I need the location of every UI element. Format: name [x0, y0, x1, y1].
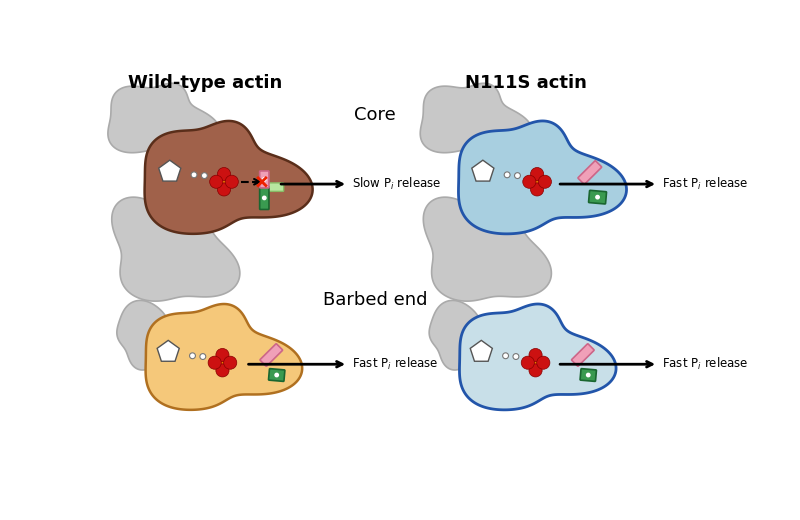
FancyBboxPatch shape	[269, 369, 285, 381]
Circle shape	[529, 348, 542, 361]
Circle shape	[596, 196, 599, 199]
Circle shape	[275, 373, 278, 376]
Circle shape	[529, 173, 546, 190]
Circle shape	[502, 353, 509, 359]
Circle shape	[537, 356, 550, 369]
Circle shape	[214, 354, 231, 371]
Circle shape	[218, 167, 230, 180]
Text: Wild-type actin: Wild-type actin	[127, 74, 282, 92]
Text: Slow P$_i$ release: Slow P$_i$ release	[352, 176, 441, 192]
Circle shape	[208, 356, 222, 369]
Circle shape	[514, 173, 521, 178]
Polygon shape	[459, 304, 616, 410]
Text: Fast P$_i$ release: Fast P$_i$ release	[662, 176, 748, 192]
Polygon shape	[108, 83, 221, 153]
Circle shape	[202, 173, 207, 178]
Circle shape	[538, 175, 551, 188]
Text: Core: Core	[354, 106, 396, 124]
Polygon shape	[458, 121, 626, 234]
Circle shape	[522, 356, 534, 369]
Circle shape	[224, 356, 237, 369]
Text: Fast P$_i$ release: Fast P$_i$ release	[662, 356, 748, 372]
Circle shape	[216, 364, 229, 377]
Circle shape	[218, 183, 230, 196]
FancyBboxPatch shape	[589, 190, 606, 204]
Circle shape	[262, 178, 266, 181]
Circle shape	[216, 348, 229, 361]
Circle shape	[586, 373, 590, 376]
Circle shape	[530, 183, 544, 196]
Text: N111S actin: N111S actin	[466, 74, 587, 92]
FancyBboxPatch shape	[260, 344, 282, 366]
Polygon shape	[146, 304, 302, 410]
Polygon shape	[145, 121, 313, 234]
Polygon shape	[117, 301, 186, 370]
Circle shape	[522, 175, 536, 188]
FancyBboxPatch shape	[571, 344, 594, 366]
Circle shape	[191, 172, 197, 178]
Circle shape	[530, 167, 544, 180]
FancyBboxPatch shape	[260, 171, 269, 188]
Circle shape	[200, 354, 206, 359]
Circle shape	[225, 175, 238, 188]
Circle shape	[215, 173, 233, 190]
Polygon shape	[157, 341, 179, 361]
Polygon shape	[429, 301, 498, 370]
Text: Fast P$_i$ release: Fast P$_i$ release	[352, 356, 438, 372]
Polygon shape	[112, 197, 240, 301]
Polygon shape	[470, 341, 492, 361]
Polygon shape	[423, 197, 551, 301]
Polygon shape	[420, 83, 533, 153]
Circle shape	[504, 172, 510, 178]
Circle shape	[529, 364, 542, 377]
Circle shape	[190, 353, 195, 359]
Circle shape	[527, 354, 544, 371]
FancyBboxPatch shape	[261, 183, 284, 191]
Circle shape	[262, 196, 266, 200]
FancyBboxPatch shape	[578, 161, 602, 184]
Text: Barbed end: Barbed end	[323, 291, 427, 308]
Polygon shape	[472, 160, 494, 181]
Polygon shape	[158, 160, 181, 181]
Circle shape	[513, 354, 519, 359]
FancyBboxPatch shape	[580, 369, 597, 381]
Circle shape	[210, 175, 223, 188]
FancyBboxPatch shape	[260, 186, 269, 210]
